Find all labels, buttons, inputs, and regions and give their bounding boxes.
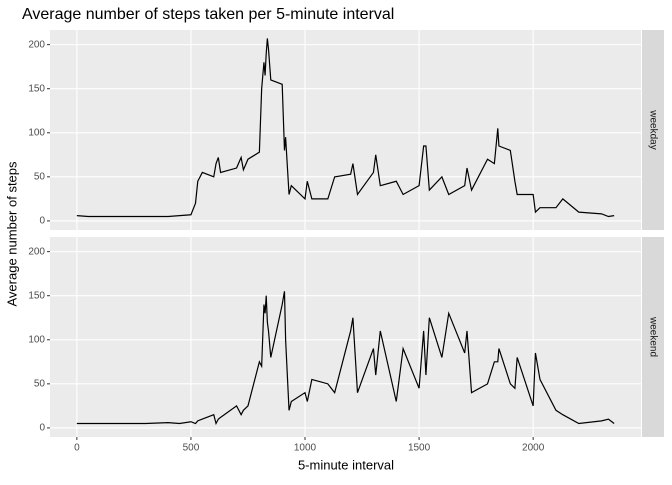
y-tick-label: 0 [39, 423, 45, 434]
y-axis-label: Average number of steps [4, 161, 19, 307]
panel-background [50, 237, 641, 437]
y-tick-label: 50 [34, 378, 46, 389]
facet-strip [642, 237, 664, 437]
data-line [76, 291, 615, 426]
y-tick-label: 0 [39, 216, 45, 227]
y-tick-label: 50 [34, 171, 46, 182]
y-tick-label: 100 [28, 127, 45, 138]
x-tick-label: 2000 [522, 443, 545, 454]
facet-label: weekday [647, 109, 658, 149]
y-tick-label: 150 [28, 83, 45, 94]
x-tick-label: 1500 [408, 443, 431, 454]
x-tick-label: 500 [183, 443, 200, 454]
data-line [76, 38, 615, 218]
y-tick-label: 200 [28, 39, 45, 50]
panel-background [50, 30, 641, 230]
facet-label: weekend [647, 316, 658, 357]
y-tick-label: 100 [28, 334, 45, 345]
x-axis-label: 5-minute interval [298, 457, 394, 472]
y-tick-label: 150 [28, 290, 45, 301]
y-tick-label: 200 [28, 246, 45, 257]
chart-title: Average number of steps taken per 5-minu… [22, 6, 394, 23]
facet-strip [642, 30, 664, 230]
x-tick-label: 1000 [294, 443, 317, 454]
x-tick-label: 0 [74, 443, 80, 454]
